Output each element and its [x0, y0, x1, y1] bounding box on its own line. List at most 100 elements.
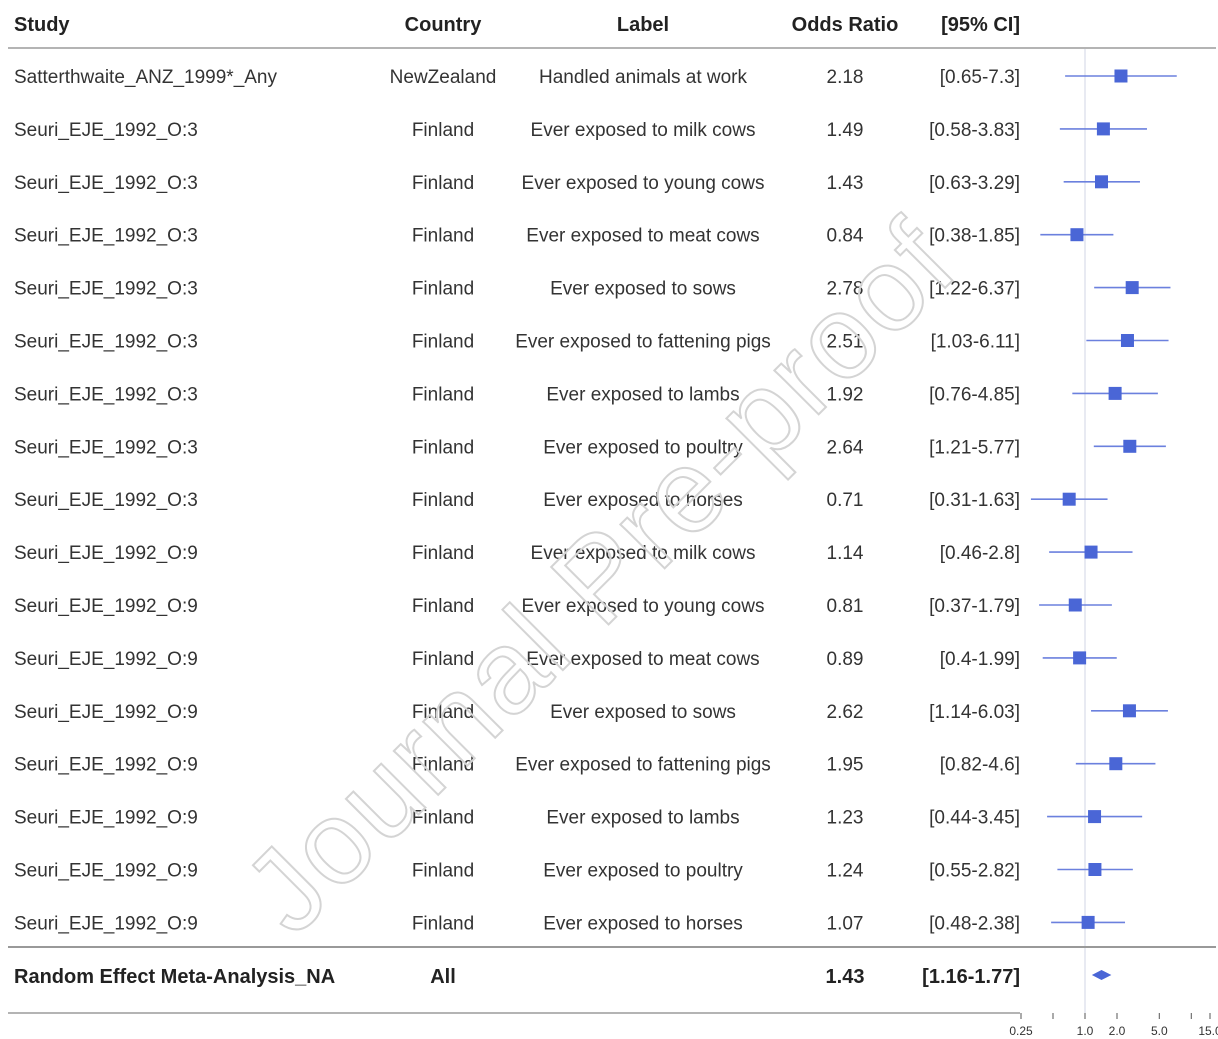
- row-ci: [0.82-4.6]: [940, 755, 1020, 776]
- table-row: Seuri_EJE_1992_O:9 Finland Ever exposed to…: [14, 913, 1126, 934]
- row-country: NewZealand: [390, 67, 497, 88]
- row-ci: [0.38-1.85]: [929, 226, 1020, 247]
- row-label: Ever exposed to lambs: [546, 384, 739, 405]
- row-country: Finland: [412, 755, 474, 776]
- column-headers: Study Country Label Odds Ratio [95% CI]: [14, 14, 1020, 36]
- table-row: Seuri_EJE_1992_O:3 Finland Ever exposed to…: [14, 120, 1147, 141]
- row-ci: [0.63-3.29]: [929, 173, 1020, 194]
- odds-ratio-marker: [1123, 439, 1137, 453]
- row-country: Finland: [412, 173, 474, 194]
- row-study: Seuri_EJE_1992_O:9: [14, 861, 198, 882]
- header-country: Country: [405, 14, 483, 36]
- row-study: Seuri_EJE_1992_O:3: [14, 384, 198, 405]
- table-row: Seuri_EJE_1992_O:9 Finland Ever exposed to…: [14, 808, 1143, 829]
- row-label: Handled animals at work: [539, 67, 748, 88]
- table-row: Seuri_EJE_1992_O:3 Finland Ever exposed to…: [14, 226, 1114, 247]
- row-country: Finland: [412, 861, 474, 882]
- row-odds-ratio: 0.71: [827, 490, 864, 511]
- row-study: Seuri_EJE_1992_O:3: [14, 279, 198, 300]
- row-study: Seuri_EJE_1992_O:9: [14, 543, 198, 564]
- row-ci: [0.4-1.99]: [940, 649, 1020, 670]
- row-odds-ratio: 0.89: [827, 649, 864, 670]
- odds-ratio-marker: [1073, 651, 1087, 665]
- row-ci: [0.65-7.3]: [940, 67, 1020, 88]
- odds-ratio-marker: [1125, 281, 1139, 295]
- row-ci: [0.55-2.82]: [929, 861, 1020, 882]
- row-odds-ratio: 2.51: [827, 332, 864, 353]
- x-axis: 0.25 1.0 2.0 5.0 15.0: [1009, 1013, 1218, 1038]
- row-study: Seuri_EJE_1992_O:3: [14, 490, 198, 511]
- row-odds-ratio: 2.64: [827, 437, 864, 458]
- row-ci: [0.37-1.79]: [929, 596, 1020, 617]
- row-country: Finland: [412, 384, 474, 405]
- row-study: Seuri_EJE_1992_O:3: [14, 226, 198, 247]
- row-study: Seuri_EJE_1992_O:3: [14, 173, 198, 194]
- row-odds-ratio: 1.24: [827, 861, 864, 882]
- row-ci: [1.03-6.11]: [931, 332, 1020, 353]
- pooled-study: Random Effect Meta-Analysis_NA: [14, 966, 335, 988]
- row-odds-ratio: 1.14: [827, 543, 864, 564]
- odds-ratio-marker: [1084, 545, 1098, 559]
- row-country: Finland: [412, 702, 474, 723]
- odds-ratio-marker: [1108, 386, 1122, 400]
- x-tick-label: 1.0: [1077, 1024, 1094, 1038]
- odds-ratio-marker: [1122, 704, 1136, 718]
- row-odds-ratio: 1.07: [827, 913, 864, 934]
- x-tick-label: 0.25: [1009, 1024, 1033, 1038]
- row-odds-ratio: 2.18: [827, 67, 864, 88]
- row-label: Ever exposed to fattening pigs: [515, 755, 771, 776]
- table-row: Seuri_EJE_1992_O:9 Finland Ever exposed to…: [14, 543, 1133, 564]
- header-odds-ratio: Odds Ratio: [792, 14, 899, 36]
- row-odds-ratio: 1.23: [827, 808, 864, 829]
- table-row: Seuri_EJE_1992_O:9 Finland Ever exposed to…: [14, 755, 1156, 776]
- pooled-diamond: [1091, 970, 1112, 980]
- row-odds-ratio: 1.49: [827, 120, 864, 141]
- table-row: Seuri_EJE_1992_O:3 Finland Ever exposed to…: [14, 384, 1158, 405]
- row-ci: [1.21-5.77]: [929, 437, 1020, 458]
- header-study: Study: [14, 14, 70, 36]
- row-odds-ratio: 2.78: [827, 279, 864, 300]
- row-label: Ever exposed to lambs: [546, 808, 739, 829]
- row-odds-ratio: 1.43: [827, 173, 864, 194]
- table-row: Seuri_EJE_1992_O:3 Finland Ever exposed to…: [14, 332, 1169, 353]
- table-row: Seuri_EJE_1992_O:9 Finland Ever exposed to…: [14, 596, 1112, 617]
- row-study: Seuri_EJE_1992_O:9: [14, 702, 198, 723]
- row-country: Finland: [412, 279, 474, 300]
- table-row: Seuri_EJE_1992_O:9 Finland Ever exposed to…: [14, 649, 1117, 670]
- row-label: Ever exposed to meat cows: [526, 226, 759, 247]
- pooled-country: All: [430, 966, 456, 988]
- row-country: Finland: [412, 226, 474, 247]
- table-row: Seuri_EJE_1992_O:9 Finland Ever exposed to…: [14, 861, 1133, 882]
- row-ci: [0.76-4.85]: [929, 384, 1020, 405]
- row-label: Ever exposed to poultry: [543, 437, 743, 458]
- row-country: Finland: [412, 808, 474, 829]
- row-label: Ever exposed to young cows: [522, 173, 765, 194]
- odds-ratio-marker: [1095, 175, 1109, 189]
- header-ci: [95% CI]: [941, 14, 1020, 36]
- row-study: Seuri_EJE_1992_O:9: [14, 913, 198, 934]
- row-odds-ratio: 0.84: [827, 226, 864, 247]
- table-row: Seuri_EJE_1992_O:3 Finland Ever exposed to…: [14, 279, 1171, 300]
- row-ci: [0.58-3.83]: [929, 120, 1020, 141]
- odds-ratio-marker: [1062, 492, 1076, 506]
- row-label: Ever exposed to young cows: [522, 596, 765, 617]
- row-study: Seuri_EJE_1992_O:3: [14, 332, 198, 353]
- row-country: Finland: [412, 332, 474, 353]
- table-row: Seuri_EJE_1992_O:9 Finland Ever exposed to…: [14, 702, 1168, 723]
- odds-ratio-marker: [1114, 69, 1128, 83]
- row-odds-ratio: 0.81: [827, 596, 864, 617]
- row-study: Seuri_EJE_1992_O:3: [14, 437, 198, 458]
- odds-ratio-marker: [1088, 863, 1102, 876]
- x-tick-label: 15.0: [1198, 1024, 1218, 1038]
- odds-ratio-marker: [1068, 598, 1082, 612]
- row-study: Satterthwaite_ANZ_1999*_Any: [14, 67, 277, 88]
- row-label: Ever exposed to horses: [543, 913, 743, 934]
- row-odds-ratio: 1.92: [827, 384, 864, 405]
- odds-ratio-marker: [1070, 228, 1084, 242]
- pooled-odds-ratio: 1.43: [826, 966, 865, 988]
- row-country: Finland: [412, 437, 474, 458]
- row-study: Seuri_EJE_1992_O:9: [14, 755, 198, 776]
- row-label: Ever exposed to meat cows: [526, 649, 759, 670]
- odds-ratio-marker: [1109, 757, 1123, 771]
